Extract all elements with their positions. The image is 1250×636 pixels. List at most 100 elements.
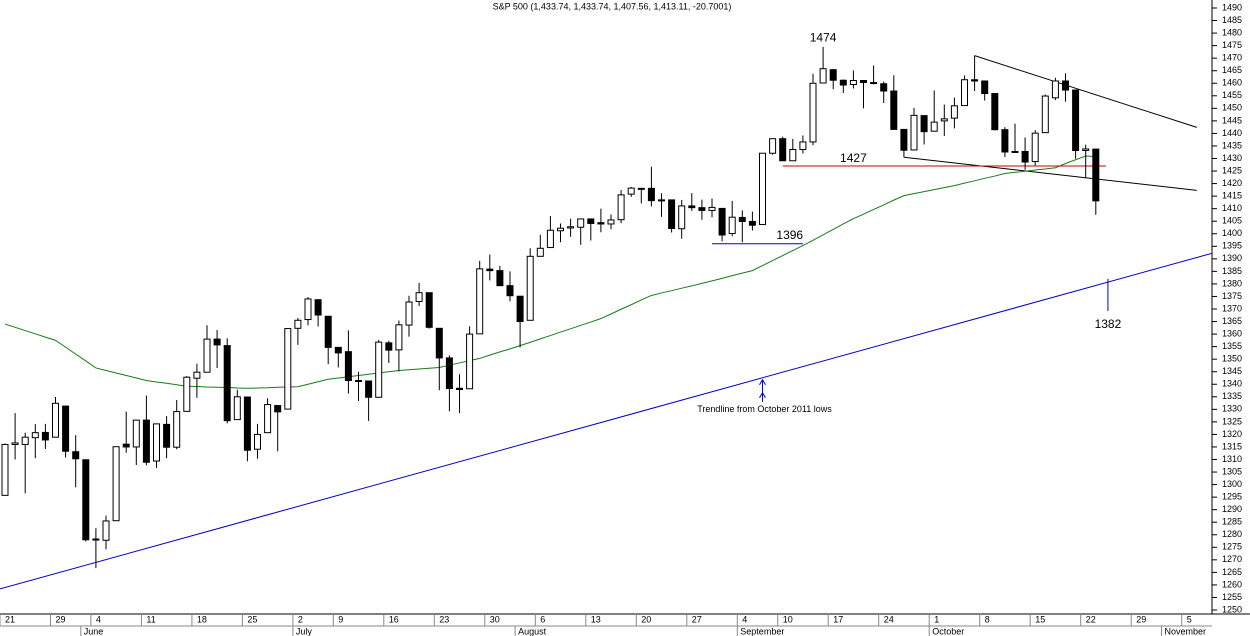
candle-body	[627, 187, 635, 195]
x-tick-label: 17	[833, 614, 843, 624]
y-tick-label: 1390	[1222, 253, 1242, 263]
candle-body	[910, 114, 918, 151]
candle-body	[163, 423, 171, 448]
y-tick-label: 1275	[1222, 542, 1242, 552]
y-tick-label: 1325	[1222, 416, 1242, 426]
candle-body	[920, 115, 928, 133]
candle-body	[445, 357, 453, 390]
candle-body	[587, 218, 595, 224]
chart-title: S&P 500 (1,433.74, 1,433.74, 1,407.56, 1…	[493, 1, 732, 11]
candle-body	[748, 220, 756, 226]
candle-body	[355, 379, 362, 382]
y-tick-label: 1465	[1222, 65, 1242, 75]
y-tick-label: 1450	[1222, 103, 1242, 113]
x-tick-label: 21	[5, 614, 15, 624]
x-tick-label: 10	[783, 614, 793, 624]
candle-body	[254, 433, 261, 450]
candle-body	[314, 299, 322, 316]
candle-body	[62, 405, 70, 452]
y-tick-label: 1290	[1222, 504, 1242, 514]
candle-body	[870, 81, 878, 84]
y-tick-label: 1315	[1222, 441, 1242, 451]
x-tick-label: 11	[146, 614, 155, 624]
y-tick-label: 1295	[1222, 492, 1242, 502]
candle-body	[31, 432, 39, 439]
candle-body	[274, 405, 282, 413]
candle-body	[789, 148, 797, 162]
annotation: 1382	[1095, 317, 1122, 331]
x-tick-label: 16	[389, 614, 399, 624]
candle-body	[304, 298, 312, 321]
candle-body	[456, 387, 463, 391]
candle-body	[759, 152, 766, 225]
trendline	[974, 55, 1197, 128]
candle-body	[122, 443, 130, 448]
candle-body	[365, 380, 373, 398]
candle-body	[1051, 80, 1059, 99]
candle-body	[678, 205, 686, 230]
x-tick-label: 25	[247, 614, 257, 624]
candle-body	[344, 351, 352, 381]
y-tick-label: 1310	[1222, 454, 1242, 464]
candle-body	[1082, 148, 1090, 151]
candle-body	[1092, 148, 1100, 202]
annotation: 1474	[810, 30, 837, 44]
x-tick-label: 29	[56, 614, 66, 624]
candle-body	[557, 227, 564, 232]
y-tick-label: 1455	[1222, 90, 1242, 100]
x-tick-label: 9	[338, 614, 343, 624]
x-tick-label: 30	[490, 614, 500, 624]
candle-body	[1, 443, 9, 496]
y-tick-label: 1375	[1222, 291, 1242, 301]
candle-body	[466, 333, 474, 390]
x-tick-label: 27	[692, 614, 702, 624]
y-tick-label: 1285	[1222, 517, 1242, 527]
y-tick-label: 1255	[1222, 592, 1242, 602]
candle-body	[526, 255, 534, 321]
x-tick-label: 6	[540, 614, 545, 624]
annotation-arrowhead	[759, 391, 766, 399]
y-tick-label: 1370	[1222, 303, 1242, 313]
x-tick-label: 13	[591, 614, 601, 624]
candle-body	[738, 216, 746, 222]
candle-body	[930, 121, 938, 132]
candle-body	[839, 79, 847, 86]
candle-body	[92, 538, 100, 541]
y-tick-label: 1410	[1222, 203, 1242, 213]
trendline	[0, 252, 1213, 590]
y-tick-label: 1435	[1222, 140, 1242, 150]
y-tick-label: 1475	[1222, 40, 1242, 50]
y-tick-label: 1355	[1222, 341, 1242, 351]
candle-body	[496, 270, 504, 287]
candle-body	[153, 423, 160, 462]
candle-body	[233, 396, 241, 421]
y-tick-label: 1385	[1222, 266, 1242, 276]
y-tick-label: 1490	[1222, 2, 1242, 12]
candle-body	[193, 371, 201, 379]
candle-body	[223, 345, 231, 422]
candle-body	[334, 346, 342, 354]
candle-body	[617, 194, 625, 221]
y-tick-label: 1470	[1222, 53, 1242, 63]
candle-body	[567, 226, 575, 229]
candle-body	[668, 199, 676, 229]
candle-body	[577, 218, 585, 228]
y-tick-label: 1320	[1222, 429, 1242, 439]
candle-body	[476, 268, 484, 335]
y-tick-label: 1425	[1222, 165, 1242, 175]
candle-body	[425, 292, 433, 328]
candle-body	[698, 207, 706, 211]
candle-body	[637, 187, 645, 190]
candle-body	[183, 376, 191, 412]
candle-body	[880, 83, 888, 92]
candle-body	[809, 82, 817, 143]
month-label: June	[84, 626, 104, 636]
y-tick-label: 1430	[1222, 153, 1242, 163]
candle-body	[213, 338, 221, 346]
y-tick-label: 1280	[1222, 529, 1242, 539]
candle-body	[971, 79, 979, 82]
candle-body	[52, 402, 59, 438]
x-tick-label: 2	[298, 614, 303, 624]
candle-body	[415, 292, 423, 302]
